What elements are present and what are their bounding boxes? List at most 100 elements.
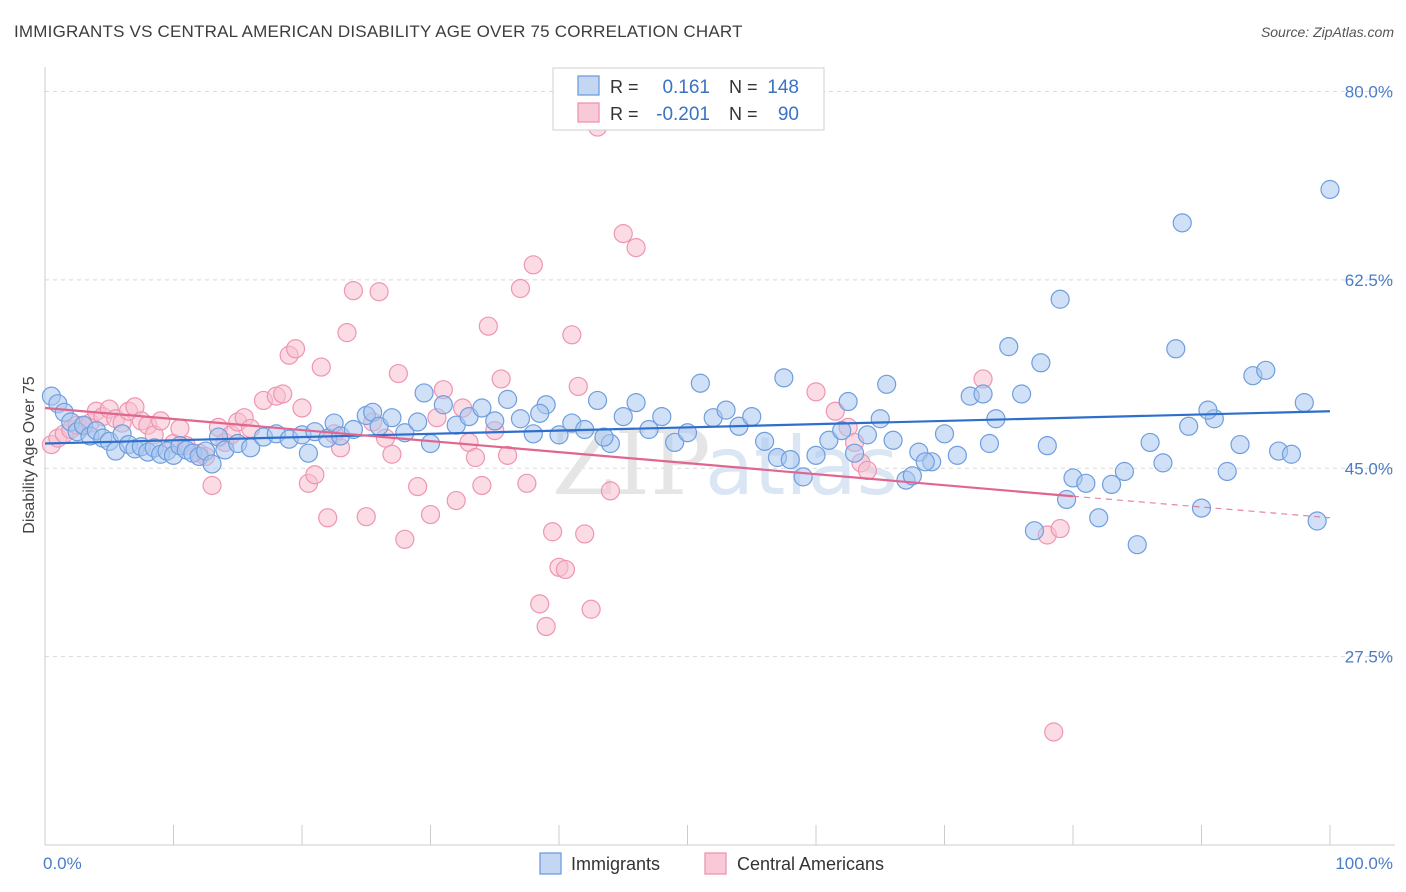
central-american-point-79 (626, 238, 646, 258)
immigrant-point-44 (408, 412, 428, 432)
immigrant-point-125 (877, 374, 897, 394)
source-credit: Source: ZipAtlas.com (1260, 24, 1394, 40)
central-american-point-63 (498, 445, 518, 465)
central-american-point-71 (555, 559, 576, 580)
central-american-point-77 (600, 481, 621, 501)
immigrant-point-123 (594, 427, 614, 447)
immigrant-point-111 (1230, 434, 1250, 455)
central-american-point-73 (568, 376, 588, 397)
y-axis-label: Disability Age Over 75 (21, 376, 38, 534)
central-american-point-58 (465, 447, 486, 468)
immigrant-point-67 (690, 373, 710, 393)
immigrant-point-61 (613, 406, 633, 427)
x-tick-label-0: 0.0% (43, 854, 82, 873)
immigrant-point-80 (844, 443, 865, 463)
immigrant-point-25 (202, 454, 222, 474)
immigrant-point-75 (780, 450, 800, 470)
immigrant-point-45 (414, 383, 434, 403)
immigrant-point-119 (1172, 213, 1192, 233)
central-american-point-67 (530, 594, 550, 614)
legend-r-value-immigrants: 0.161 (662, 77, 710, 98)
central-american-point-65 (517, 473, 537, 493)
immigrant-point-90 (973, 384, 993, 404)
legend-r-value-central: -0.201 (656, 104, 710, 125)
immigrant-point-110 (1217, 461, 1237, 482)
central-american-point-34 (285, 339, 306, 359)
y-tick-labels: 80.0% 62.5% 45.0% 27.5% (1345, 83, 1393, 667)
central-american-point-59 (472, 475, 492, 496)
central-american-point-38 (311, 357, 331, 377)
legend-n-value-immigrants: 148 (767, 77, 799, 98)
immigrant-point-78 (819, 430, 839, 450)
legend-swatch-immigrants (577, 75, 600, 96)
immigrant-point-116 (1294, 393, 1314, 413)
legend-swatch-central (577, 102, 600, 123)
immigrant-point-71 (742, 406, 762, 427)
immigrant-point-99 (1076, 473, 1096, 493)
immigrant-point-79 (832, 420, 852, 441)
central-american-point-69 (542, 522, 563, 542)
central-american-point-52 (420, 504, 441, 525)
immigrant-point-106 (1166, 339, 1186, 359)
immigrant-point-76 (793, 467, 813, 487)
chart-title: IMMIGRANTS VS CENTRAL AMERICAN DISABILIT… (14, 22, 743, 41)
central-american-point-78 (613, 224, 633, 244)
central-american-point-23 (202, 475, 222, 496)
central-american-point-72 (562, 325, 582, 345)
x-tick-label-1: 100.0% (1335, 854, 1393, 873)
immigrants-points (41, 179, 1340, 555)
central-american-point-48 (382, 444, 402, 464)
y-tick-label-1: 62.5% (1345, 271, 1393, 290)
immigrant-point-83 (883, 430, 903, 450)
immigrant-point-54 (523, 424, 543, 444)
bottom-legend-swatch-central (704, 852, 727, 875)
bottom-legend-immigrants: Immigrants (571, 854, 660, 874)
immigrant-point-87 (934, 424, 955, 444)
stats-legend: R = 0.161 N = 148 R = -0.201 N = 90 (552, 67, 825, 131)
central-american-point-44 (356, 507, 376, 527)
legend-r-label-immigrants: R = (610, 77, 639, 97)
immigrant-point-72 (754, 431, 775, 451)
y-tick-label-2: 45.0% (1345, 459, 1393, 478)
immigrant-point-113 (1256, 360, 1276, 380)
central-american-point-37 (305, 465, 325, 485)
immigrant-point-46 (420, 433, 441, 454)
x-tick-labels: 0.0% 100.0% (43, 854, 1393, 873)
immigrant-point-82 (870, 409, 890, 429)
immigrant-point-101 (1101, 474, 1122, 495)
immigrant-point-124 (838, 391, 858, 412)
immigrant-point-93 (1011, 384, 1032, 404)
bottom-legend-swatch-immigrants (539, 852, 562, 875)
immigrant-point-92 (999, 337, 1019, 357)
central-american-point-42 (337, 323, 357, 343)
immigrant-point-128 (979, 433, 1000, 454)
central-american-point-64 (510, 278, 531, 299)
immigrant-point-118 (1320, 179, 1340, 200)
immigrant-point-105 (1153, 453, 1173, 473)
central-american-point-88 (1044, 722, 1064, 742)
immigrant-point-42 (382, 408, 402, 428)
legend-n-value-central: 90 (778, 104, 799, 125)
immigrant-point-65 (665, 432, 685, 453)
immigrant-point-69 (716, 400, 736, 420)
immigrant-point-95 (1031, 353, 1051, 373)
legend-r-label-central: R = (610, 104, 639, 124)
immigrant-point-115 (1281, 444, 1302, 464)
immigrant-point-52 (498, 389, 518, 409)
central-american-point-62 (491, 369, 511, 389)
central-american-point-51 (408, 476, 428, 497)
immigrant-point-104 (1140, 432, 1160, 453)
immigrant-point-94 (1024, 521, 1045, 541)
legend-n-label-immigrants: N = (729, 77, 758, 97)
immigrant-point-51 (485, 411, 505, 431)
immigrant-point-97 (1050, 289, 1070, 309)
immigrant-point-103 (1127, 535, 1147, 555)
bottom-legend-central: Central Americans (737, 854, 884, 874)
immigrant-point-126 (902, 466, 922, 486)
immigrant-point-121 (298, 443, 319, 463)
immigrant-point-59 (587, 390, 608, 411)
series-legend: Immigrants Central Americans (539, 852, 884, 875)
gridlines (45, 91, 1395, 658)
central-american-point-60 (478, 316, 498, 336)
